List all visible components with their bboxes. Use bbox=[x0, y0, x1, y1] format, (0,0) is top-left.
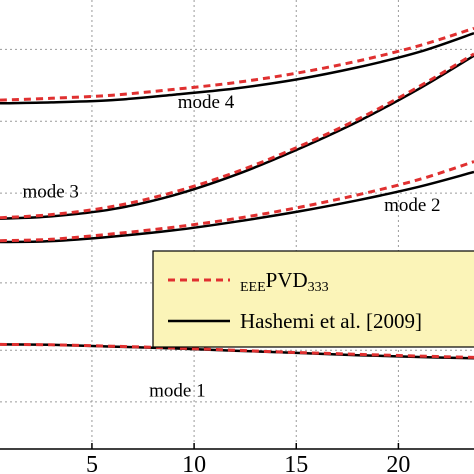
series-line-mode-2-hashemi bbox=[0, 170, 474, 244]
x-tick-label-5: 5 bbox=[86, 452, 98, 474]
series-line-mode-1-pvd bbox=[0, 342, 474, 359]
x-tick-label-10: 10 bbox=[182, 452, 206, 474]
annotation-mode-2: mode 2 bbox=[384, 195, 440, 216]
series-line-mode-3-hashemi bbox=[0, 54, 474, 220]
series-line-mode-4-hashemi bbox=[0, 32, 474, 105]
x-tick-labels: 5 10 15 20 bbox=[86, 452, 410, 474]
series-line-mode-3-pvd bbox=[0, 52, 474, 220]
annotation-mode-1: mode 1 bbox=[149, 380, 205, 401]
legend: EEEPVD333 Hashemi et al. [2009] bbox=[152, 250, 474, 348]
legend-label-hashemi: Hashemi et al. [2009] bbox=[240, 309, 422, 333]
annotation-mode-4: mode 4 bbox=[178, 92, 235, 113]
axes bbox=[0, 443, 474, 450]
series-lines bbox=[0, 26, 474, 360]
legend-label-pvd: EEEPVD333 bbox=[240, 268, 329, 295]
x-tick-label-15: 15 bbox=[284, 452, 308, 474]
legend-label-pvd-suffix: 333 bbox=[308, 280, 329, 295]
legend-box bbox=[152, 250, 474, 348]
mode-annotations: mode 4 mode 3 mode 2 mode 1 bbox=[22, 92, 440, 402]
legend-label-pvd-prefix: EEE bbox=[240, 280, 266, 295]
x-tick-label-20: 20 bbox=[386, 452, 410, 474]
legend-label-pvd-main: PVD bbox=[266, 268, 308, 292]
annotation-mode-3: mode 3 bbox=[22, 182, 78, 203]
